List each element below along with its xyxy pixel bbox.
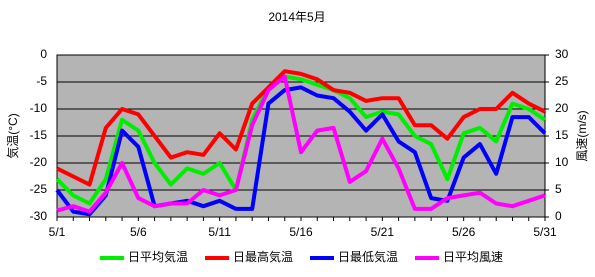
- x-tick-label: 5/16: [289, 225, 313, 239]
- series-line: [56, 69, 546, 187]
- y2-tick-label: 10: [555, 155, 569, 169]
- y2-tick-label: 15: [555, 128, 569, 142]
- legend-label: 日平均気温: [128, 249, 188, 264]
- y2-tick-label: 25: [555, 74, 569, 88]
- y2-axis-label: 風速(m/s): [575, 110, 589, 161]
- y-tick-label: -20: [30, 155, 48, 169]
- x-tick-label: 5/6: [130, 225, 147, 239]
- y-tick-label: -30: [30, 209, 48, 223]
- series-line: [55, 85, 547, 217]
- y-tick-label: -5: [36, 74, 47, 88]
- y-tick-label: -15: [30, 128, 48, 142]
- x-tick-label: 5/1: [49, 225, 66, 239]
- x-tick-label: 5/31: [533, 225, 557, 239]
- x-tick-label: 5/21: [371, 225, 395, 239]
- y-tick-label: -25: [30, 182, 48, 196]
- y-axis-label: 気温(°C): [5, 113, 20, 158]
- y-tick-label: -10: [30, 101, 48, 115]
- chart-title: 2014年5月: [268, 10, 325, 24]
- x-tick-label: 5/11: [208, 225, 231, 239]
- legend-label: 日最高気温: [233, 249, 293, 264]
- legend-label: 日平均風速: [443, 250, 503, 264]
- series-line: [56, 74, 546, 214]
- legend-label: 日最低気温: [338, 249, 398, 264]
- y2-tick-label: 5: [555, 182, 562, 196]
- series-line: [55, 74, 547, 206]
- y2-tick-label: 0: [555, 209, 562, 223]
- y2-tick-label: 20: [555, 101, 569, 115]
- x-tick-label: 5/26: [452, 225, 476, 239]
- y2-tick-label: 30: [555, 47, 569, 61]
- y-tick-label: 0: [40, 47, 47, 61]
